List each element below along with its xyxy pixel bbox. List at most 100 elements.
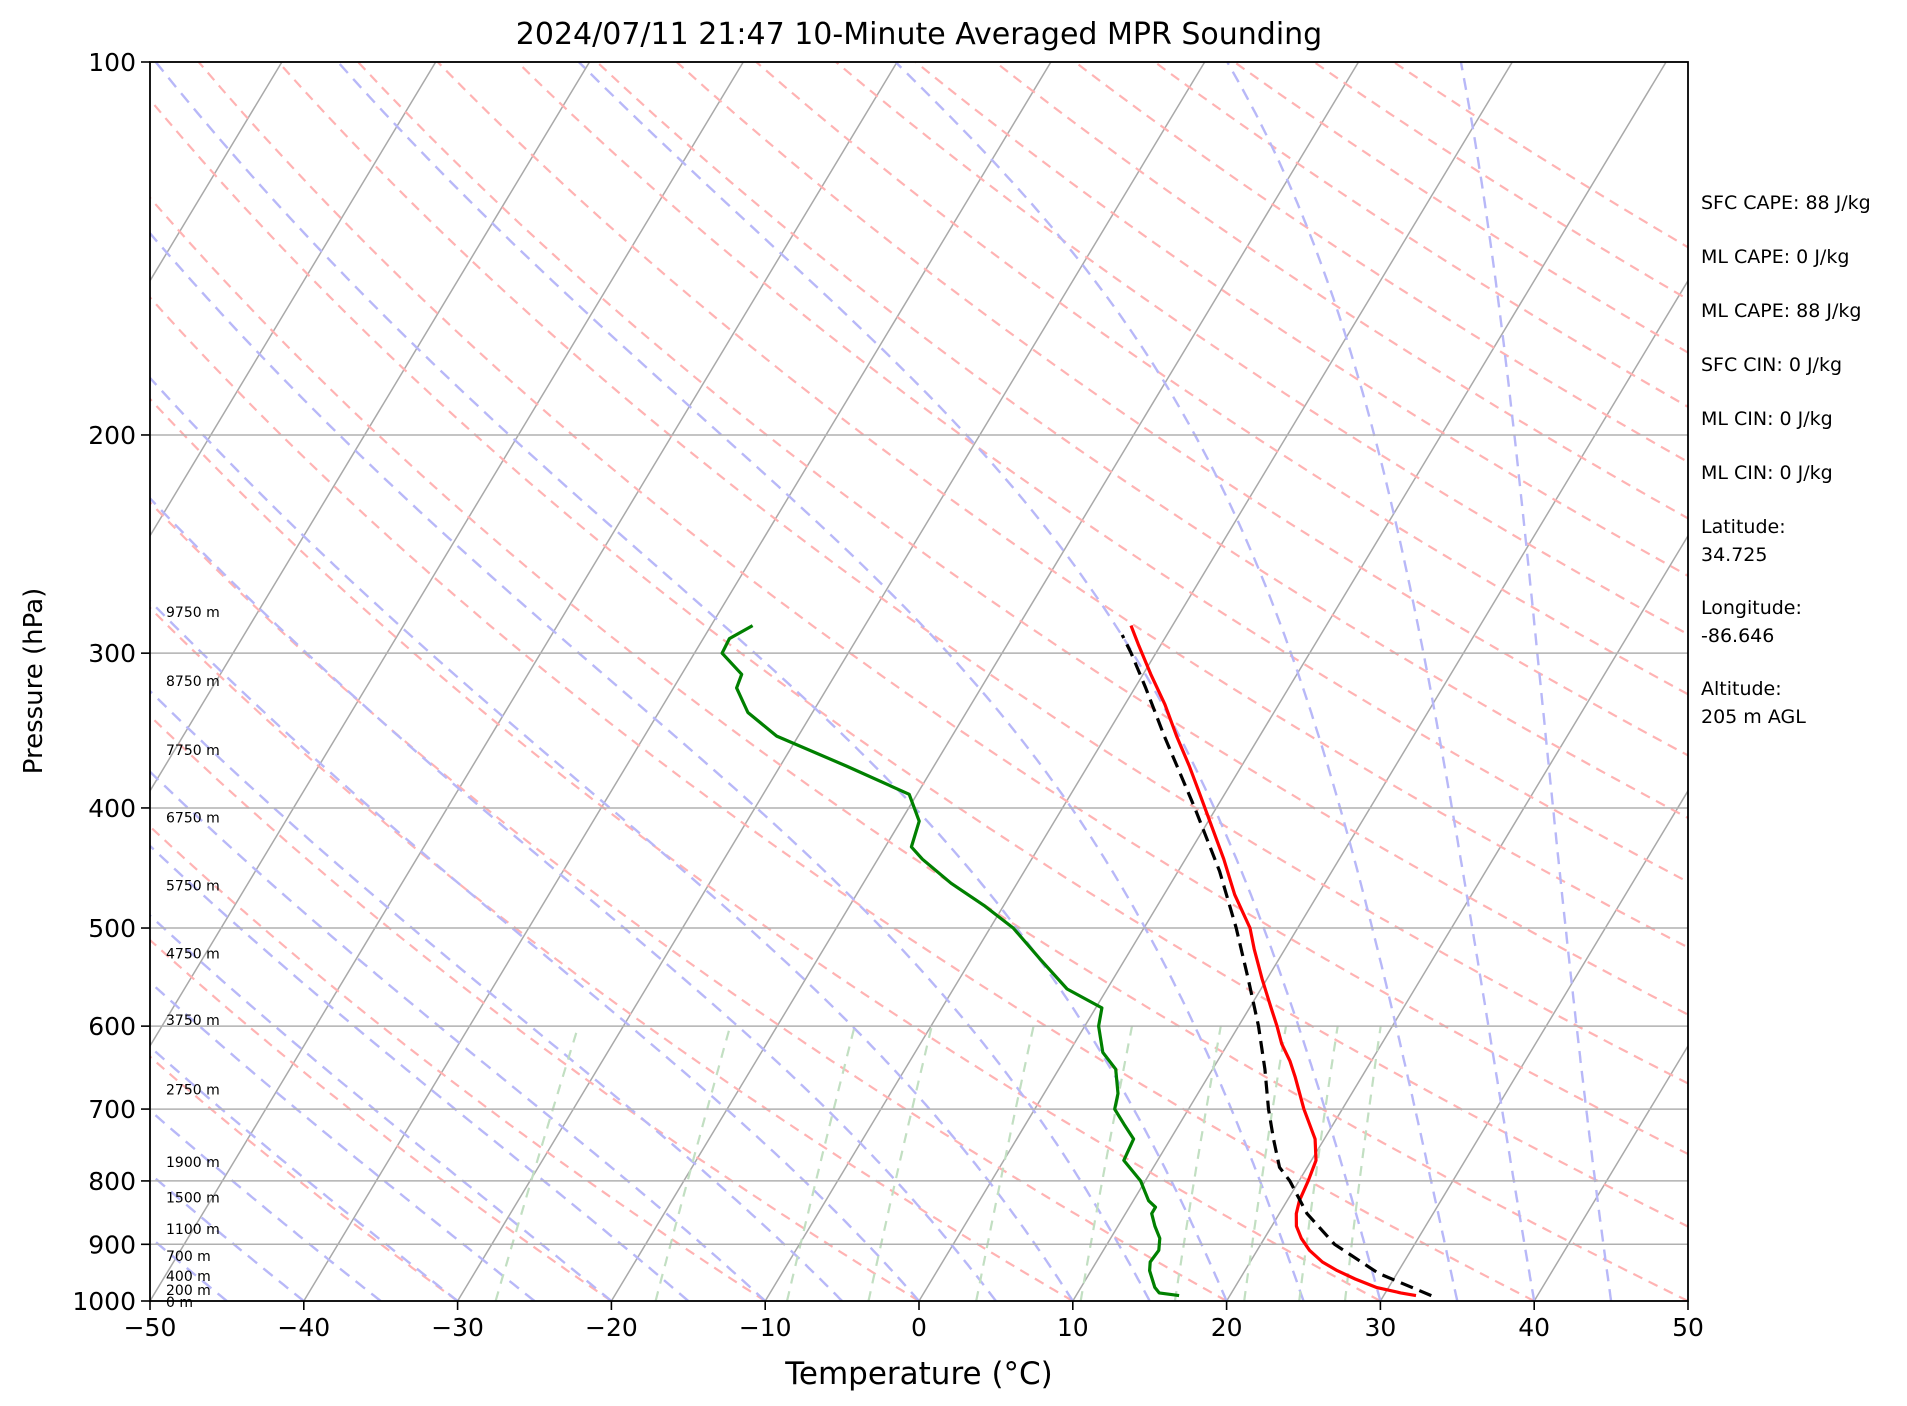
x-axis-label: Temperature (°C) <box>784 1356 1053 1392</box>
mixing-ratio-line <box>494 1025 580 1301</box>
height-label: 4750 m <box>166 946 220 962</box>
y-tick-label: 700 <box>88 1095 136 1124</box>
y-tick-label: 400 <box>88 794 136 823</box>
x-tick-label: −40 <box>277 1313 330 1342</box>
dry-adiabat-line <box>150 295 1535 1301</box>
mixing-ratio-line <box>1173 1025 1222 1301</box>
parcel-profile-line <box>1120 634 1432 1298</box>
x-tick-label: 50 <box>1672 1313 1704 1342</box>
isotherm-line <box>150 62 283 283</box>
sounding-profiles <box>720 624 1432 1298</box>
height-label: 2750 m <box>166 1083 220 1099</box>
y-tick-label: 1000 <box>72 1287 136 1316</box>
mixing-ratio-line <box>1343 1025 1382 1301</box>
height-label: 0 m <box>166 1295 193 1311</box>
dry-adiabat-line <box>150 500 1228 1301</box>
annotation-text: Longitude: <box>1701 597 1802 619</box>
height-label: 1500 m <box>166 1190 220 1206</box>
isotherm-line <box>1225 534 1688 1301</box>
dry-adiabat-line <box>150 196 1688 1301</box>
x-axis-ticks: −50 −40 −30 −20 −10 0 10 20 30 40 50 <box>124 1301 1704 1342</box>
dewpoint-profile-line <box>720 624 1180 1298</box>
mixing-ratio-line <box>975 1025 1035 1301</box>
annotation-text: 205 m AGL <box>1701 706 1806 728</box>
mixing-ratio-line <box>785 1025 856 1301</box>
annotation-text: SFC CIN: 0 J/kg <box>1701 354 1842 376</box>
dry-adiabat-line <box>596 62 1688 820</box>
y-tick-label: 100 <box>88 48 136 77</box>
isotherm-line <box>1379 789 1688 1301</box>
height-label: 6750 m <box>166 810 220 826</box>
y-tick-label: 300 <box>88 639 136 668</box>
height-labels: 9750 m 8750 m 7750 m 6750 m 5750 m 4750 m 3750… <box>166 605 220 1311</box>
y-axis-ticks: 100 200 300 400 500 600 700 800 900 1000 <box>72 48 150 1316</box>
moist-adiabat-line <box>1226 62 1536 1301</box>
moist-adiabat-line <box>577 62 1382 1301</box>
isotherm-line <box>610 62 1360 1301</box>
mixing-ratio-line <box>1243 1025 1288 1301</box>
height-label: 400 m <box>166 1269 211 1285</box>
x-tick-label: −10 <box>739 1313 792 1342</box>
height-label: 1900 m <box>166 1155 220 1171</box>
moist-adiabat-line <box>150 980 536 1301</box>
dry-adiabat-line <box>150 938 613 1301</box>
annotation-text: -86.646 <box>1701 625 1774 647</box>
moist-adiabat-line <box>150 496 997 1301</box>
height-label: 700 m <box>166 1249 211 1265</box>
height-label: 1100 m <box>166 1222 220 1238</box>
dry-adiabat-line <box>755 62 1688 696</box>
y-tick-label: 200 <box>88 421 136 450</box>
annotation-text: Altitude: <box>1701 678 1782 700</box>
height-label: 8750 m <box>166 674 220 690</box>
moist-adiabat-line <box>894 62 1459 1301</box>
dry-adiabat-line <box>197 62 1688 1156</box>
dry-adiabat-line <box>516 62 1688 884</box>
x-tick-label: −50 <box>124 1313 177 1342</box>
mixing-ratio-line <box>867 1025 933 1301</box>
x-tick-label: 10 <box>1057 1313 1089 1342</box>
background-reference-lines <box>150 62 1688 1301</box>
y-tick-label: 900 <box>88 1230 136 1259</box>
dry-adiabat-line <box>835 62 1688 636</box>
dry-adiabat-line <box>277 62 1688 1085</box>
annotation-text: 34.725 <box>1701 544 1767 566</box>
height-label: 3750 m <box>166 1013 220 1029</box>
mixing-ratio-line <box>1079 1025 1134 1301</box>
annotation-text: ML CIN: 0 J/kg <box>1701 462 1833 484</box>
moist-adiabat-line <box>150 231 1151 1301</box>
moist-adiabat-line <box>1459 62 1613 1301</box>
annotation-text: ML CAPE: 88 J/kg <box>1701 300 1861 322</box>
annotation-text: Latitude: <box>1701 516 1786 538</box>
height-label: 200 m <box>166 1283 211 1299</box>
isotherm-line <box>150 62 744 1048</box>
annotation-text: ML CIN: 0 J/kg <box>1701 408 1833 430</box>
dry-adiabat-line <box>150 606 1074 1301</box>
annotation-text: SFC CAPE: 88 J/kg <box>1701 192 1871 214</box>
isotherm-line <box>456 62 1206 1301</box>
x-tick-label: 20 <box>1211 1313 1243 1342</box>
sounding-parameters: SFC CAPE: 88 J/kg ML CAPE: 0 J/kg ML CAPE:… <box>1701 192 1871 728</box>
x-tick-label: −20 <box>585 1313 638 1342</box>
mixing-ratio-line <box>1298 1025 1339 1301</box>
moist-adiabat-line <box>154 62 1228 1301</box>
x-tick-label: 40 <box>1518 1313 1550 1342</box>
x-tick-label: 30 <box>1364 1313 1396 1342</box>
y-axis-label: Pressure (hPa) <box>19 588 49 775</box>
isotherm-line <box>150 62 591 793</box>
x-tick-label: 0 <box>911 1313 927 1342</box>
moist-adiabat-line <box>150 689 843 1301</box>
moist-adiabat-line <box>337 62 1305 1301</box>
y-tick-label: 800 <box>88 1167 136 1196</box>
dry-adiabat-line <box>150 714 920 1301</box>
moist-adiabat-line <box>150 376 1074 1301</box>
moist-adiabat-line <box>150 913 613 1301</box>
dry-adiabat-line <box>150 825 766 1301</box>
isotherm-line <box>918 62 1667 1301</box>
moist-adiabat-line <box>150 844 690 1301</box>
isotherm-line <box>1072 279 1688 1301</box>
isotherm-line <box>764 62 1513 1301</box>
annotation-text: ML CAPE: 0 J/kg <box>1701 246 1849 268</box>
y-tick-label: 600 <box>88 1012 136 1041</box>
